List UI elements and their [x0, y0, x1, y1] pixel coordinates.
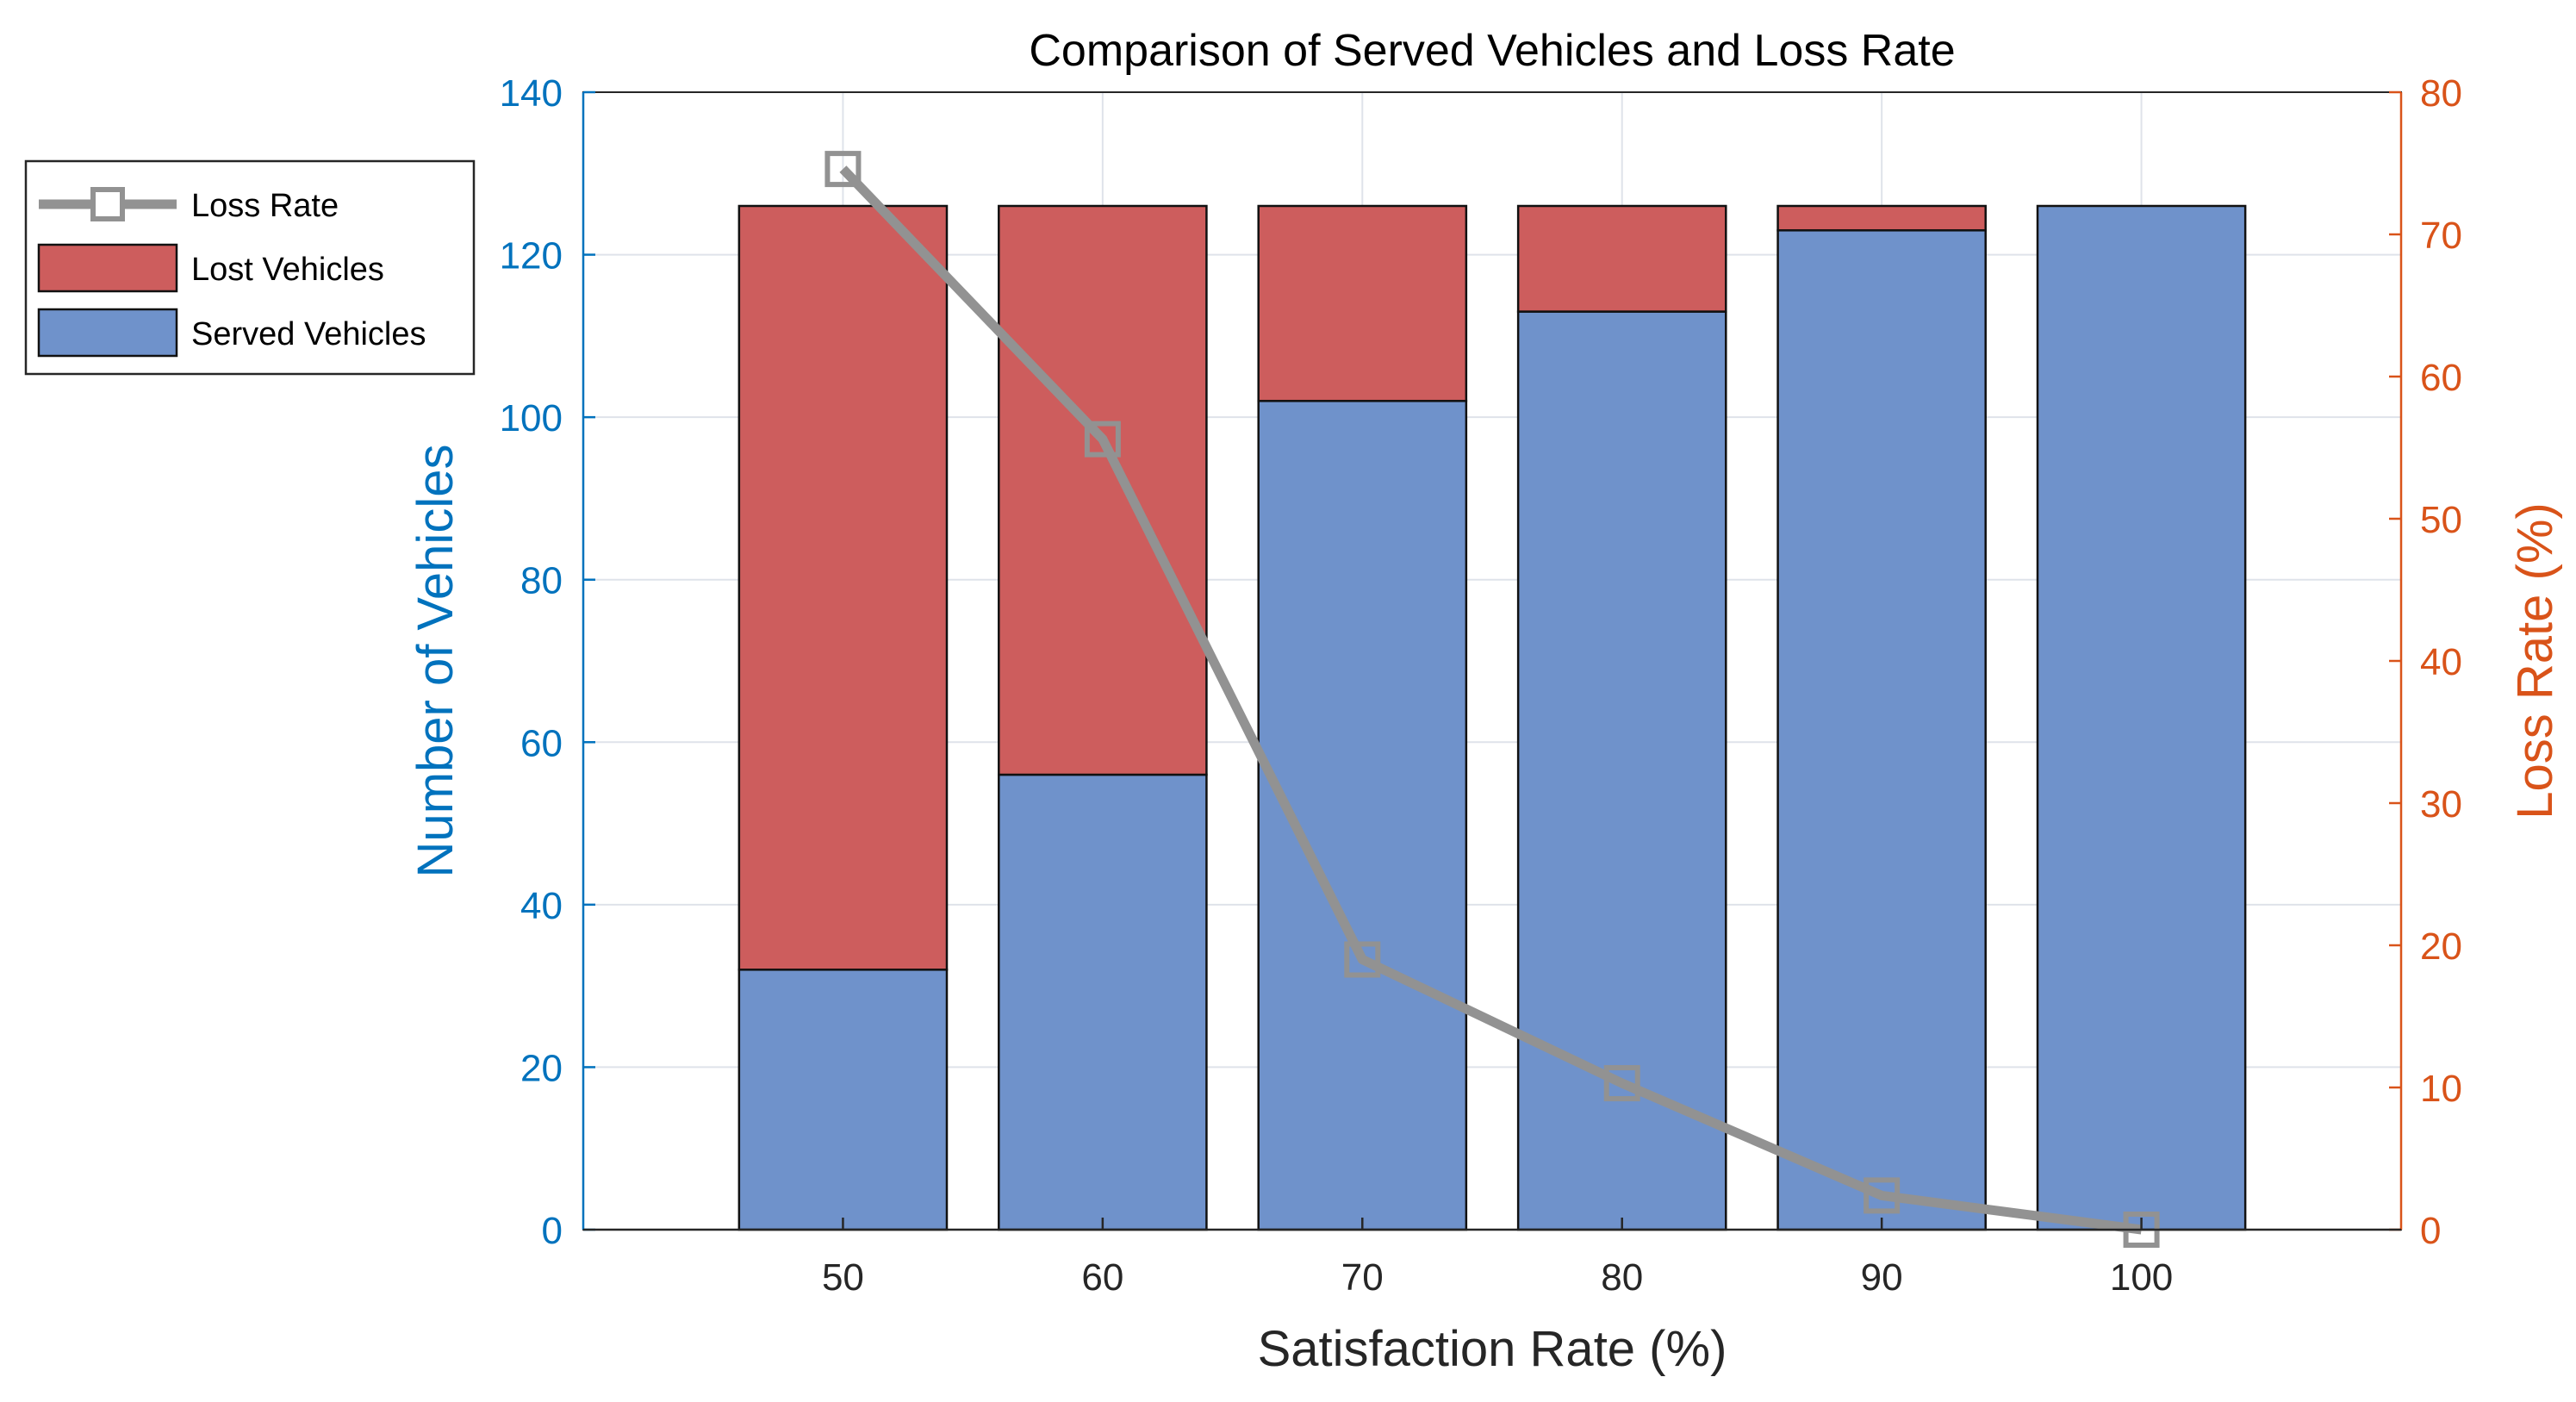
bar-lost-vehicles: [998, 204, 1208, 776]
x-tick-label: 80: [1601, 1256, 1643, 1299]
y-axis-label-right: Loss Rate (%): [2507, 502, 2563, 819]
loss-rate-marker: [1864, 1177, 1901, 1214]
x-tick-label: 60: [1081, 1256, 1123, 1299]
y-tick-label-left: 100: [500, 397, 563, 439]
legend: Loss Rate Lost Vehicles Served Vehicles: [24, 159, 476, 376]
axes: 0 20 40 60 80 100 120 140 0 10 20 30 40 50 60 70 80 50 60 7…: [500, 72, 2462, 1299]
legend-label: Loss Rate: [191, 188, 339, 224]
y-tick-label-left: 40: [520, 885, 563, 927]
bar-served-vehicles: [1776, 229, 1987, 1231]
bar-served-vehicles: [1257, 400, 1468, 1231]
legend-label: Lost Vehicles: [191, 252, 384, 288]
y-tick-label-right: 60: [2420, 357, 2462, 399]
y-tick-label-right: 30: [2420, 783, 2462, 826]
y-tick-label-right: 10: [2420, 1068, 2462, 1110]
x-tick-label: 70: [1341, 1256, 1384, 1299]
x-tick-label: 90: [1861, 1256, 1903, 1299]
bar-served-vehicles: [1516, 310, 1727, 1231]
y-tick-label-left: 140: [500, 72, 563, 115]
x-tick-label: 100: [2110, 1256, 2173, 1299]
legend-swatch-lost-vehicles: [37, 243, 178, 293]
bar-lost-vehicles: [1516, 204, 1727, 313]
chart-title: Comparison of Served Vehicles and Loss R…: [1029, 26, 1955, 76]
y-tick-label-right: 40: [2420, 641, 2462, 683]
bars: [737, 204, 2247, 1231]
loss-rate-marker: [1084, 421, 1121, 458]
bar-lost-vehicles: [737, 204, 949, 971]
loss-rate-marker: [1603, 1065, 1640, 1102]
loss-rate-marker: [1344, 941, 1381, 978]
y-tick-label-left: 20: [520, 1047, 563, 1089]
loss-rate-line: [824, 151, 2160, 1248]
legend-marker-loss-rate: [90, 187, 125, 221]
y-axis-label-left: Number of Vehicles: [408, 445, 464, 878]
bar-served-vehicles: [2036, 204, 2247, 1231]
y-tick-label-right: 0: [2420, 1210, 2441, 1252]
y-tick-label-right: 50: [2420, 499, 2462, 541]
y-tick-label-left: 60: [520, 722, 563, 764]
y-tick-label-right: 80: [2420, 72, 2462, 115]
loss-rate-polyline: [839, 165, 2143, 1235]
loss-rate-marker: [824, 151, 862, 188]
bar-lost-vehicles: [1257, 204, 1468, 402]
y-tick-label-right: 70: [2420, 215, 2462, 257]
y-tick-label-left: 120: [500, 235, 563, 277]
x-tick-label: 50: [822, 1256, 864, 1299]
legend-label: Served Vehicles: [191, 316, 426, 352]
legend-swatch-served-vehicles: [37, 308, 178, 358]
y-tick-label-right: 20: [2420, 925, 2462, 968]
bar-served-vehicles: [998, 773, 1208, 1231]
x-axis-label: Satisfaction Rate (%): [1258, 1321, 1727, 1377]
y-tick-label-left: 0: [542, 1210, 563, 1252]
bar-lost-vehicles: [1776, 204, 1987, 232]
bar-served-vehicles: [737, 969, 949, 1231]
y-tick-label-left: 80: [520, 560, 563, 602]
